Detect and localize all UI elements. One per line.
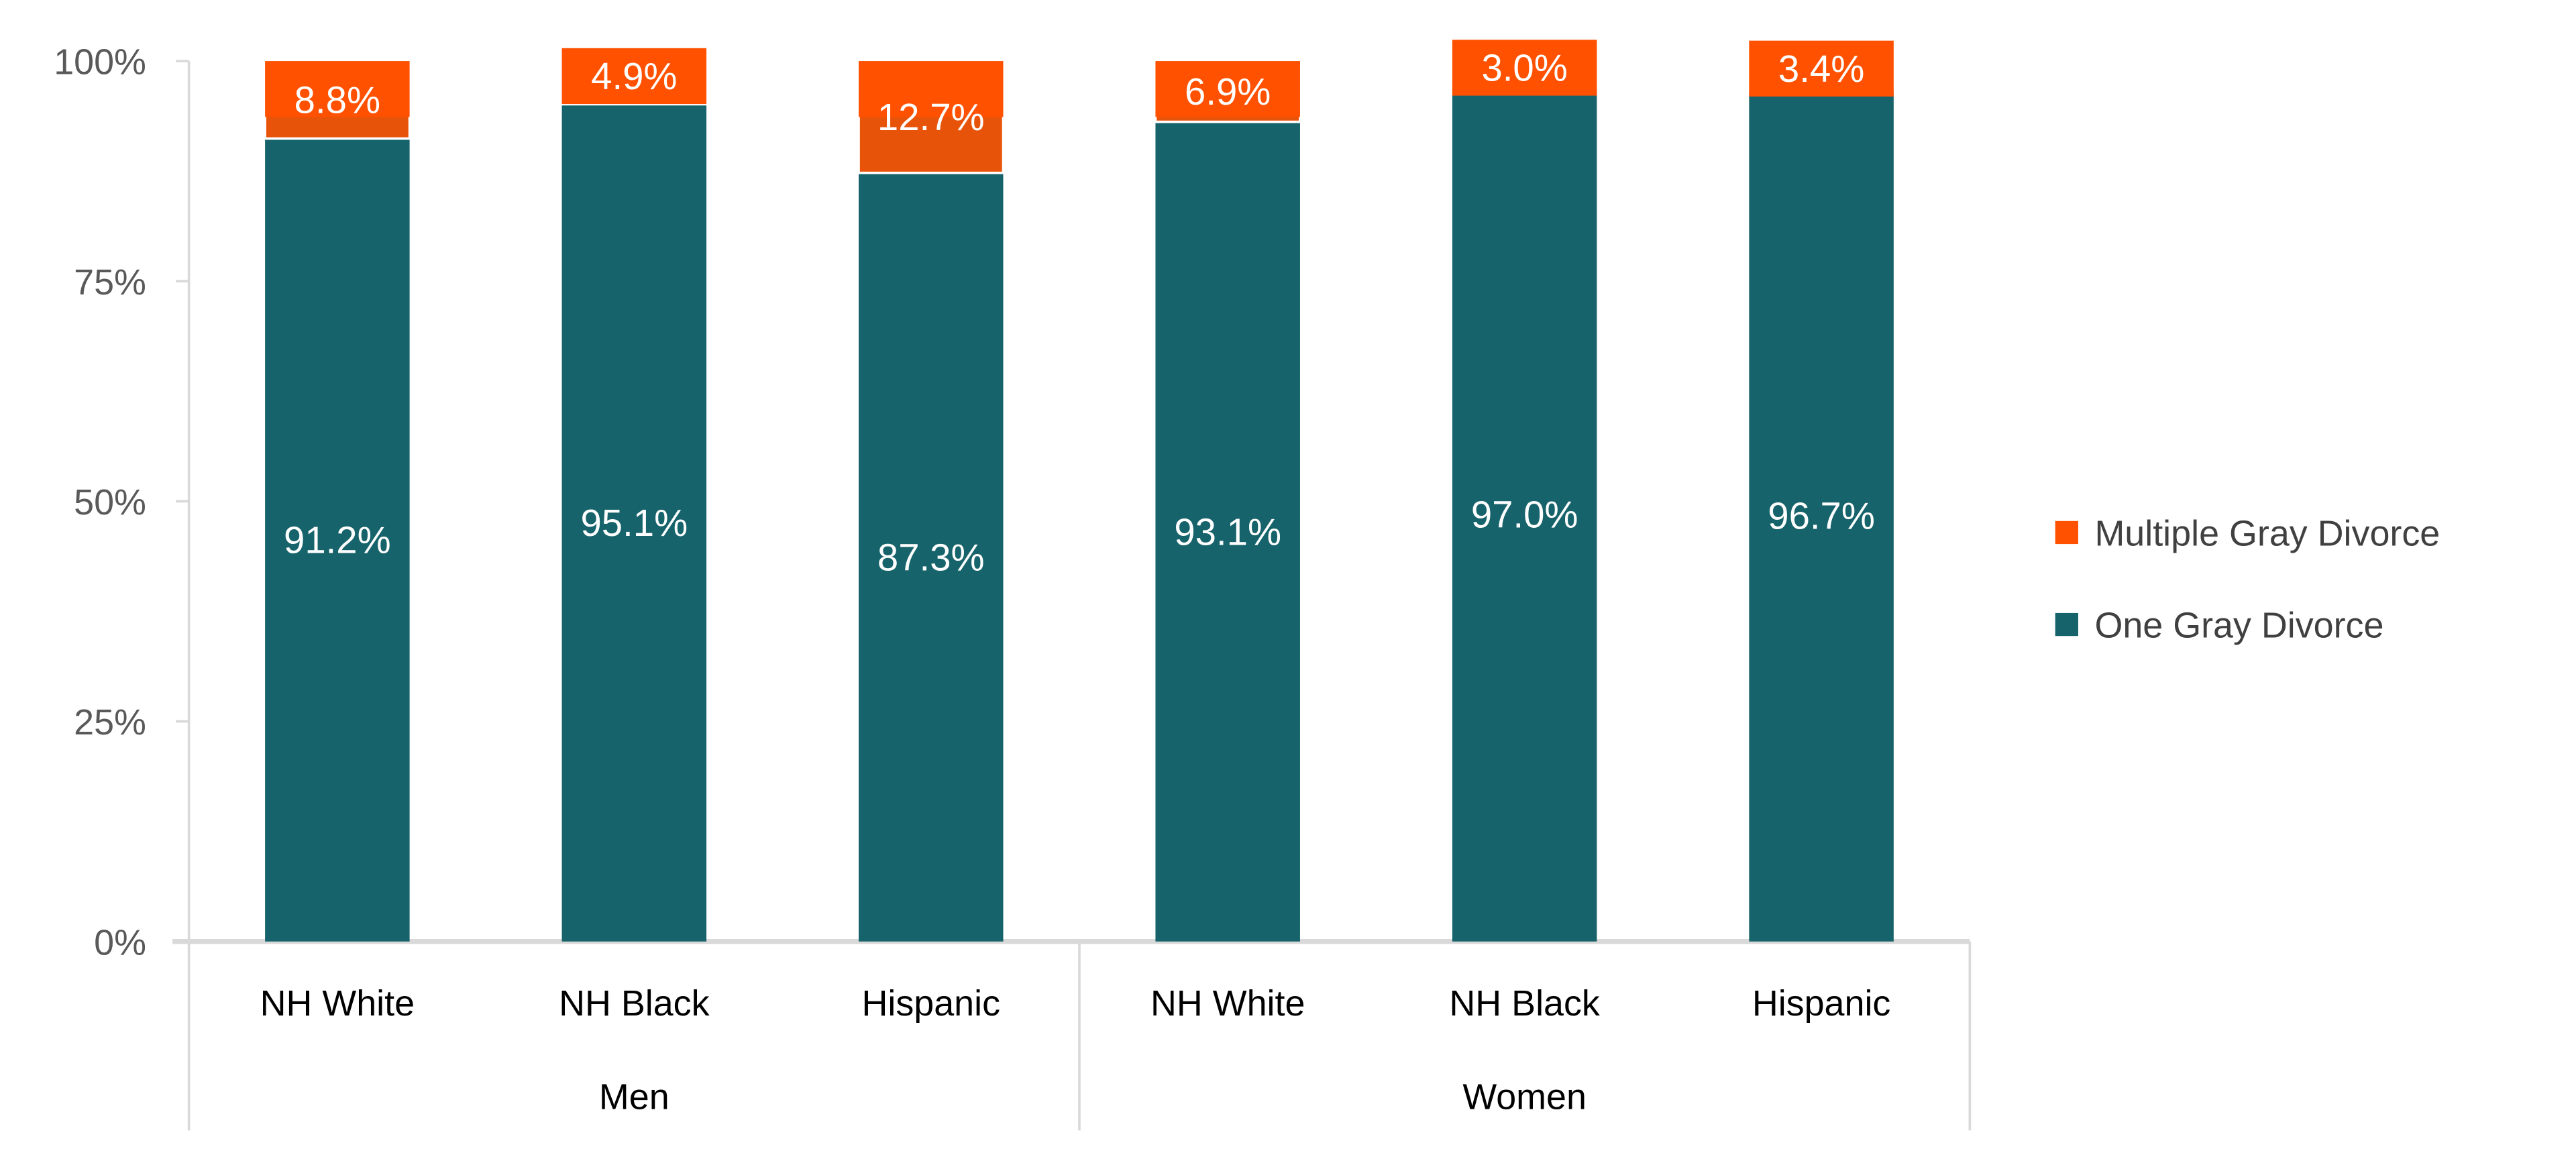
data-label: 95.1% (580, 502, 688, 544)
data-label-box (859, 61, 1004, 117)
data-label-box (561, 48, 707, 105)
data-label: 3.4% (1778, 48, 1864, 90)
data-label: 3.0% (1481, 47, 1567, 89)
legend-swatch (2055, 612, 2078, 637)
bar-segment-one-gray-divorce (1155, 121, 1300, 942)
bar-segment-one-gray-divorce (1452, 87, 1597, 942)
data-label-box (265, 61, 410, 117)
data-label-box (1749, 40, 1894, 97)
data-labels: 91.2% 8.8% 95.1% 4.9% 87.3% 12.7% 93.1% 6.9% 97.… (265, 40, 1894, 578)
data-label: 91.2% (284, 519, 391, 561)
category-label: NH White (260, 983, 415, 1024)
y-tick-label: 25% (74, 702, 146, 742)
bar-segment-one-gray-divorce (1749, 90, 1894, 942)
category-label: Hispanic (1752, 983, 1891, 1024)
legend-label: Multiple Gray Divorce (2094, 514, 2440, 554)
data-label-box (1452, 40, 1597, 96)
data-label: 93.1% (1174, 510, 1281, 553)
category-label: NH White (1150, 983, 1305, 1024)
y-tick-label: 0% (94, 922, 146, 962)
data-label: 6.9% (1185, 70, 1271, 113)
y-tick-label: 50% (74, 482, 146, 522)
group-label: Men (599, 1077, 669, 1117)
category-label: Hispanic (861, 983, 1000, 1024)
y-tick-label: 75% (74, 262, 146, 302)
bars (264, 58, 1895, 942)
data-label-box (1155, 61, 1300, 117)
category-label: NH Black (559, 983, 710, 1024)
legend-label: One Gray Divorce (2094, 606, 2383, 646)
data-label: 8.8% (294, 78, 380, 121)
y-tick-label: 100% (54, 42, 146, 82)
legend-swatch (2055, 520, 2078, 545)
category-label: NH Black (1449, 983, 1601, 1024)
data-label: 4.9% (591, 55, 677, 97)
bar-segment-one-gray-divorce (561, 104, 707, 942)
data-label: 97.0% (1471, 494, 1578, 536)
legend: Multiple Gray Divorce One Gray Divorce (2055, 514, 2440, 646)
group-label: Women (1462, 1077, 1587, 1117)
data-label: 96.7% (1768, 495, 1875, 537)
bar-segment-one-gray-divorce (265, 138, 410, 942)
data-label: 87.3% (877, 536, 985, 578)
axes: 0% 25% 50% 75% 100% Men Women NH White NH Black H… (54, 42, 1972, 1131)
bar-segment-one-gray-divorce (859, 172, 1004, 942)
data-label: 12.7% (877, 96, 985, 138)
